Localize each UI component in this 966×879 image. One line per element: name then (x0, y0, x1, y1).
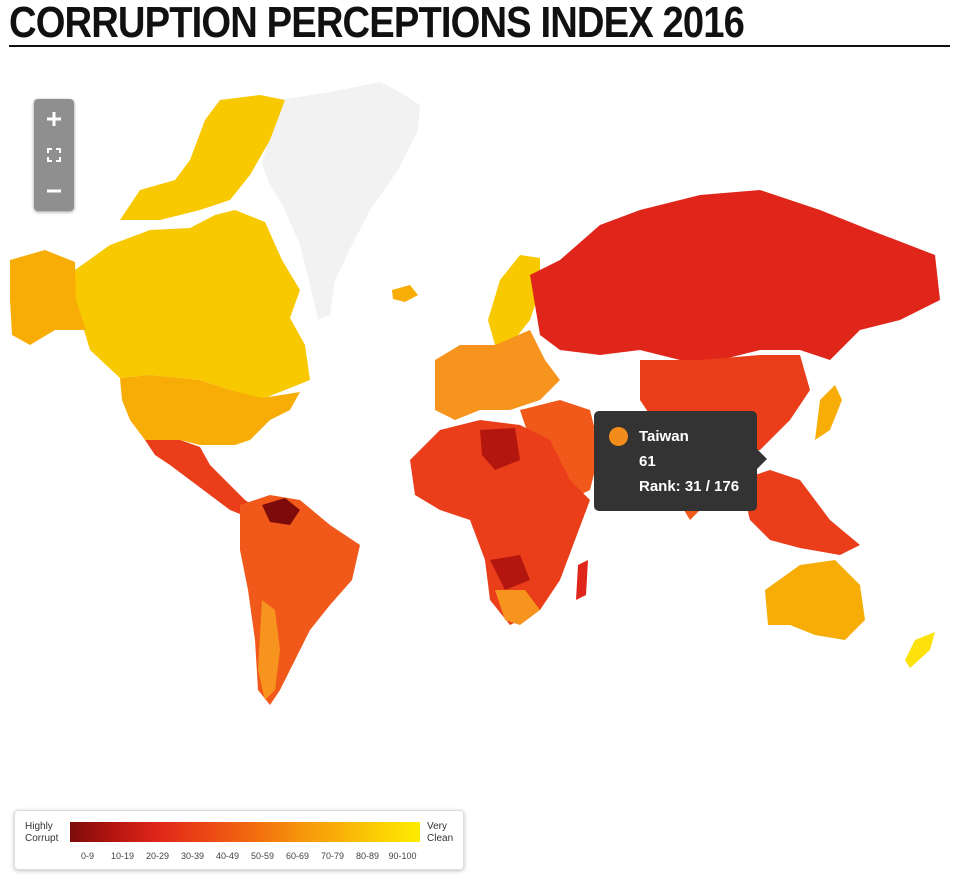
region-usa[interactable] (120, 375, 300, 445)
legend-tick: 70-79 (320, 851, 345, 861)
region-japan[interactable] (815, 385, 842, 440)
tooltip-rank: Rank: 31 / 176 (639, 478, 740, 495)
map-legend: Highly Corrupt Very Clean 0-9 10-19 20-29 3… (14, 810, 464, 870)
fit-icon (47, 148, 61, 162)
region-canada-islands[interactable] (120, 95, 285, 220)
legend-tick: 20-29 (145, 851, 170, 861)
legend-tick: 40-49 (215, 851, 240, 861)
legend-tick: 0-9 (80, 851, 95, 861)
legend-tick: 60-69 (285, 851, 310, 861)
region-russia[interactable] (530, 190, 940, 360)
region-alaska[interactable] (10, 250, 86, 345)
region-chile-argentina[interactable] (258, 600, 280, 700)
zoom-fit-button[interactable] (34, 137, 74, 173)
region-libya[interactable] (480, 428, 520, 470)
region-venezuela[interactable] (262, 498, 300, 525)
region-southeast-asia[interactable] (740, 470, 860, 555)
region-scandinavia[interactable] (488, 255, 540, 345)
region-south-america[interactable] (240, 495, 360, 705)
region-africa[interactable] (410, 420, 590, 625)
region-central-africa[interactable] (490, 555, 530, 590)
legend-tick: 80-89 (355, 851, 380, 861)
region-australia[interactable] (765, 560, 865, 640)
legend-color-bar (70, 822, 420, 842)
world-map[interactable] (0, 60, 966, 780)
legend-right-label: Very Clean (427, 821, 454, 844)
region-mexico[interactable] (145, 440, 262, 518)
legend-ticks: 0-9 10-19 20-29 30-39 40-49 50-59 60-69 70-79 80… (70, 851, 420, 863)
legend-tick: 50-59 (250, 851, 275, 861)
page-title: CORRUPTION PERCEPTIONS INDEX 2016 (9, 0, 950, 47)
legend-tick: 30-39 (180, 851, 205, 861)
region-madagascar[interactable] (576, 560, 588, 600)
region-europe[interactable] (435, 330, 560, 420)
region-middle-east[interactable] (520, 400, 600, 500)
minus-icon (47, 189, 61, 193)
region-canada[interactable] (75, 210, 310, 400)
country-tooltip: Taiwan 61 Rank: 31 / 176 (594, 411, 767, 511)
region-new-zealand[interactable] (905, 632, 935, 668)
region-iceland[interactable] (392, 285, 418, 302)
zoom-in-button[interactable] (34, 101, 74, 137)
plus-icon (47, 112, 61, 126)
legend-tick: 10-19 (110, 851, 135, 861)
score-color-dot (609, 427, 628, 446)
legend-left-label: Highly Corrupt (25, 821, 59, 844)
region-southern-africa[interactable] (495, 590, 540, 625)
zoom-control (34, 99, 74, 211)
legend-tick: 90-100 (388, 851, 417, 861)
region-greenland[interactable] (262, 82, 420, 320)
tooltip-country: Taiwan (639, 428, 689, 445)
tooltip-score: 61 (639, 453, 656, 470)
zoom-out-button[interactable] (34, 173, 74, 209)
